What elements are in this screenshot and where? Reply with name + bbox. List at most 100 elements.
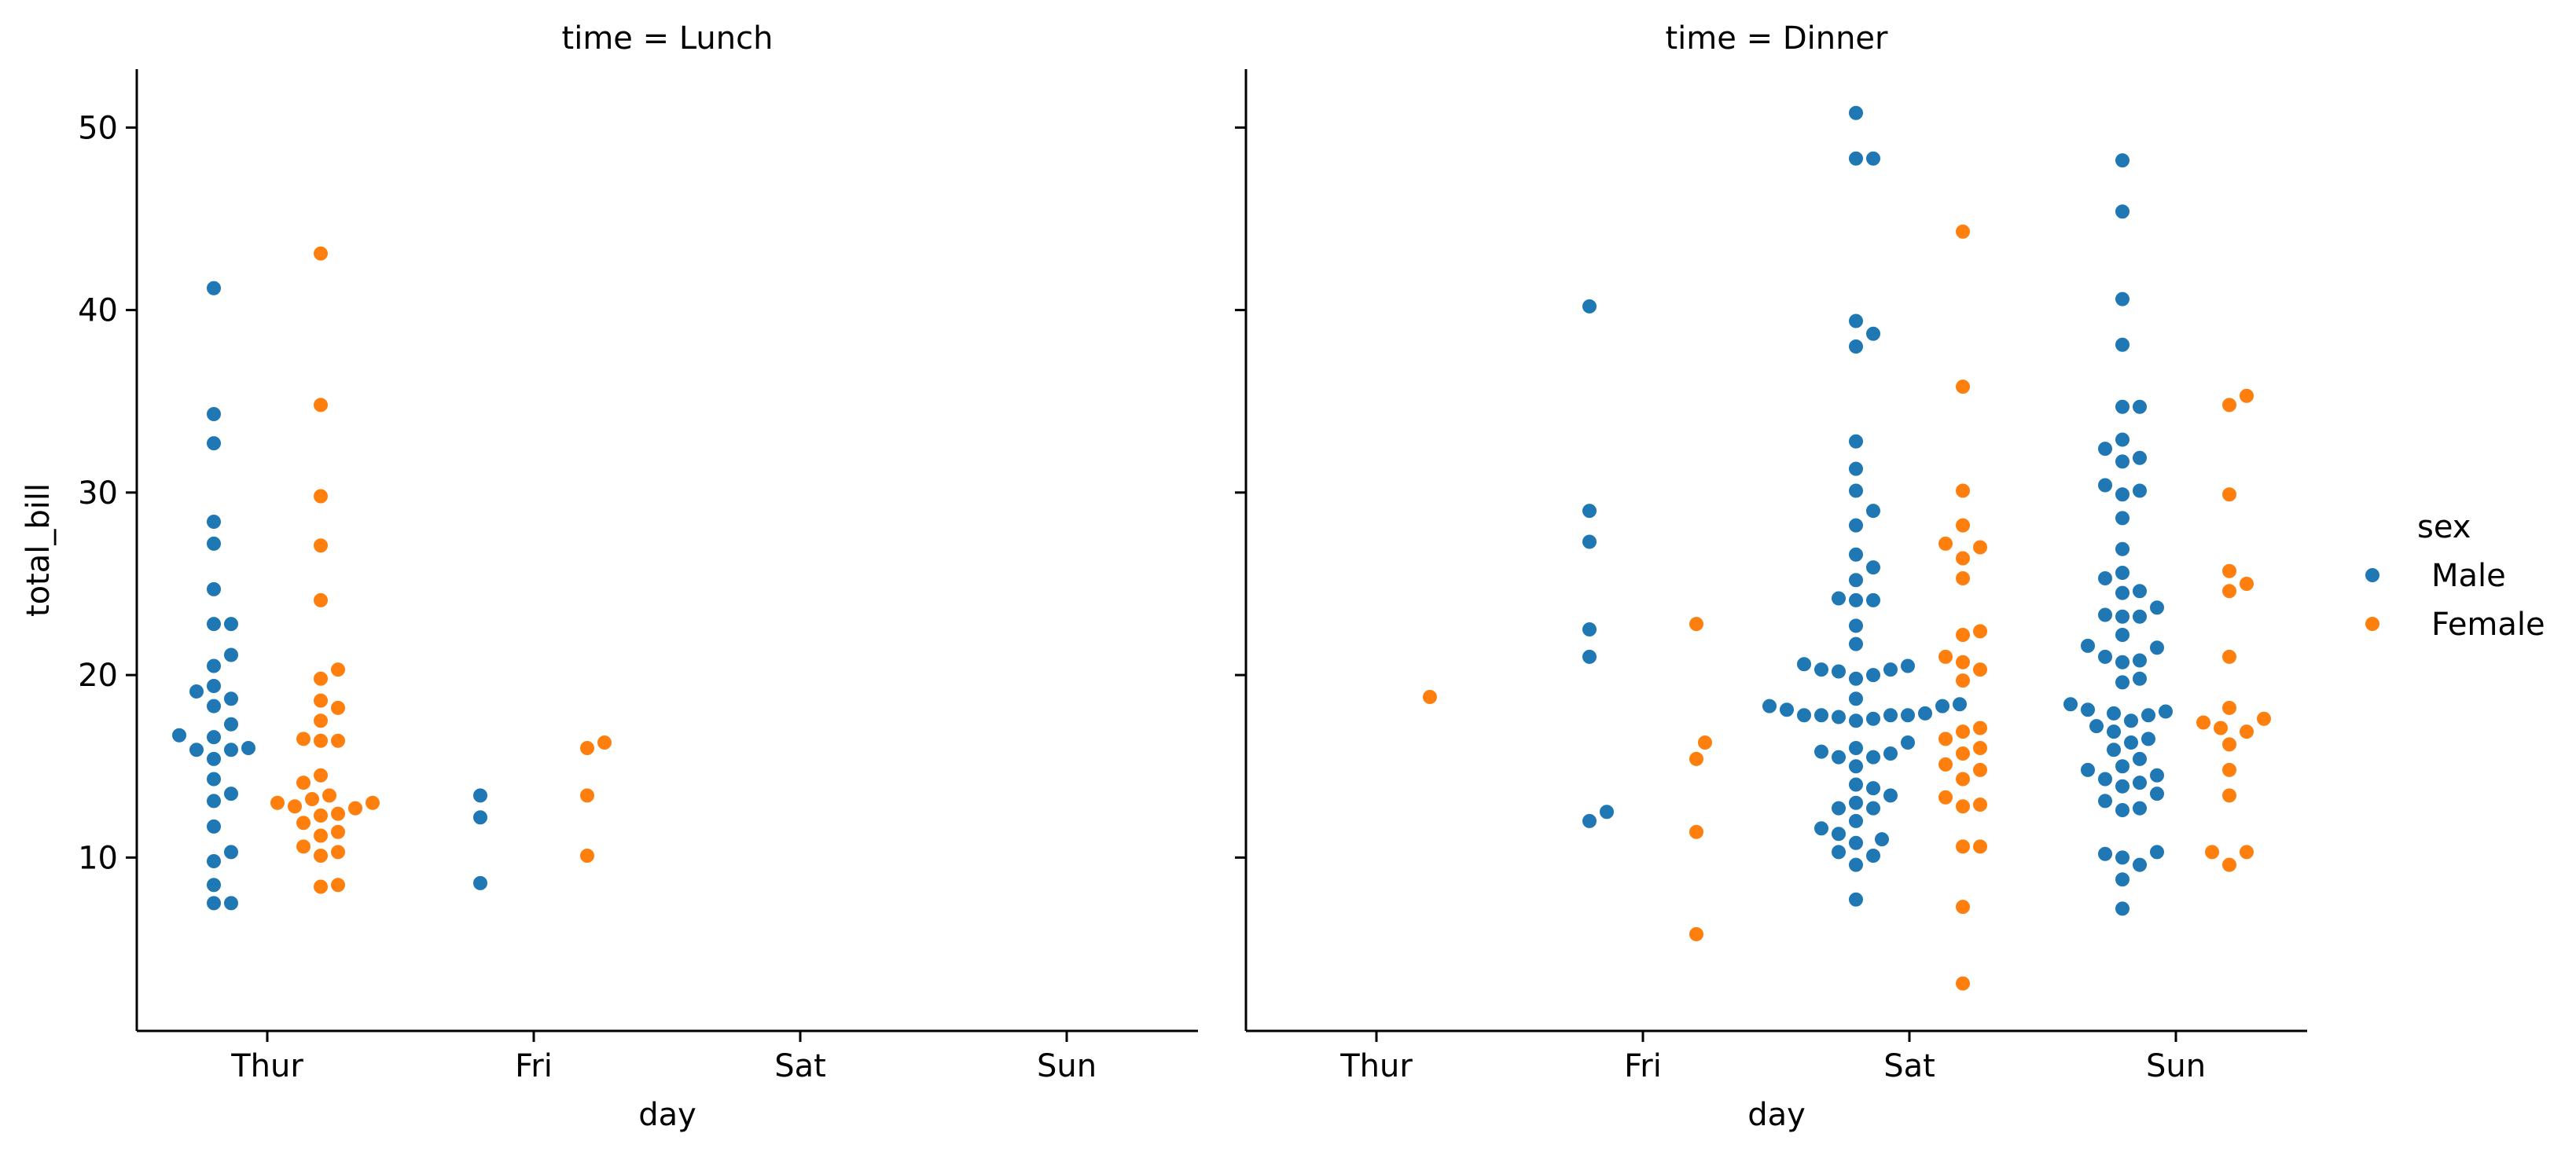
data-point-female	[1954, 672, 1972, 690]
data-point-male	[1581, 621, 1598, 638]
data-point-male	[2148, 785, 2166, 803]
data-point-male	[2105, 723, 2122, 741]
data-point-female	[1937, 788, 1954, 806]
data-point-male	[2114, 453, 2131, 471]
data-point-male	[2131, 799, 2148, 817]
data-point-female	[312, 847, 329, 864]
data-point-male	[1882, 706, 1899, 724]
data-point-male	[240, 739, 257, 757]
data-point-male	[2148, 766, 2166, 784]
data-point-male	[2157, 702, 2174, 721]
data-point-male	[1865, 559, 1882, 577]
data-point-female	[1954, 723, 1972, 741]
data-point-female	[312, 878, 329, 896]
x-tick-label: Fri	[1624, 1048, 1662, 1084]
data-point-male	[2105, 741, 2122, 759]
legend-label-female: Female	[2431, 607, 2545, 643]
data-point-male	[1795, 655, 1813, 673]
data-point-female	[2221, 486, 2238, 504]
data-point-female	[2221, 761, 2238, 779]
data-point-male	[1847, 776, 1865, 794]
data-point-male	[2131, 398, 2148, 416]
data-point-female	[2221, 647, 2238, 666]
data-point-male	[2114, 626, 2131, 644]
data-point-female	[1954, 653, 1972, 671]
data-point-male	[1813, 706, 1830, 724]
data-point-female	[1954, 378, 1972, 396]
data-point-female	[2221, 582, 2238, 600]
data-point-male	[2114, 398, 2131, 416]
data-point-male	[2096, 476, 2114, 494]
legend-title: sex	[2417, 509, 2471, 545]
data-point-female	[2221, 787, 2238, 805]
data-point-male	[1934, 697, 1951, 715]
data-point-male	[1830, 825, 1847, 843]
data-point-male	[2148, 639, 2166, 657]
data-point-female	[2221, 562, 2238, 580]
data-point-male	[2131, 750, 2148, 768]
data-point-male	[1581, 647, 1598, 666]
data-point-male	[1813, 820, 1830, 838]
data-point-male	[205, 580, 222, 598]
data-point-male	[1847, 482, 1865, 500]
data-point-male	[472, 809, 489, 827]
data-point-male	[2131, 669, 2148, 688]
y-tick-label: 40	[78, 293, 118, 329]
x-tick-label: Fri	[515, 1048, 553, 1084]
data-point-male	[1847, 149, 1865, 167]
data-point-male	[1899, 657, 1916, 675]
data-point-male	[1847, 516, 1865, 534]
data-point-female	[1954, 626, 1972, 644]
data-point-male	[2131, 582, 2148, 600]
x-tick-label: Thur	[230, 1048, 303, 1084]
data-point-male	[2114, 849, 2131, 867]
data-point-male	[2114, 486, 2131, 504]
data-point-male	[1847, 856, 1865, 874]
data-point-female	[2195, 713, 2212, 732]
data-point-female	[1688, 750, 1705, 768]
data-point-female	[303, 790, 321, 808]
data-point-male	[2114, 431, 2131, 449]
data-point-male	[205, 677, 222, 695]
data-point-female	[329, 805, 347, 823]
data-point-female	[1972, 661, 1989, 679]
data-point-male	[1899, 734, 1916, 751]
data-point-male	[2114, 673, 2131, 691]
data-point-male	[1847, 669, 1865, 688]
data-point-male	[472, 787, 489, 805]
data-point-male	[1865, 748, 1882, 766]
data-point-female	[2238, 723, 2255, 741]
y-tick-label: 50	[78, 110, 118, 146]
data-point-male	[2140, 730, 2157, 748]
data-point-male	[2096, 792, 2114, 810]
data-point-male	[205, 750, 222, 768]
data-point-female	[1696, 734, 1714, 751]
data-point-female	[312, 766, 329, 784]
data-point-female	[312, 487, 329, 505]
data-point-male	[2114, 290, 2131, 308]
x-tick-label: Sun	[1037, 1048, 1097, 1084]
data-point-female	[1972, 739, 1989, 757]
data-point-female	[2255, 710, 2273, 728]
data-point-male	[1847, 545, 1865, 563]
data-point-male	[1865, 591, 1882, 609]
data-point-male	[2114, 900, 2131, 918]
data-point-female	[1954, 516, 1972, 534]
data-point-female	[1954, 222, 1972, 240]
data-point-female	[2238, 575, 2255, 592]
data-point-male	[2079, 701, 2096, 719]
y-tick-label: 30	[78, 475, 118, 512]
data-point-male	[1882, 745, 1899, 762]
data-point-female	[1972, 719, 1989, 737]
data-point-male	[1830, 799, 1847, 817]
data-point-male	[205, 728, 222, 746]
x-axis-label-dinner: day	[1747, 1097, 1806, 1133]
data-point-female	[1688, 823, 1705, 841]
data-point-female	[2221, 856, 2238, 874]
data-point-male	[1865, 666, 1882, 684]
data-point-male	[2079, 761, 2096, 779]
data-point-female	[1954, 770, 1972, 788]
data-point-female	[579, 739, 596, 757]
data-point-male	[2148, 599, 2166, 617]
